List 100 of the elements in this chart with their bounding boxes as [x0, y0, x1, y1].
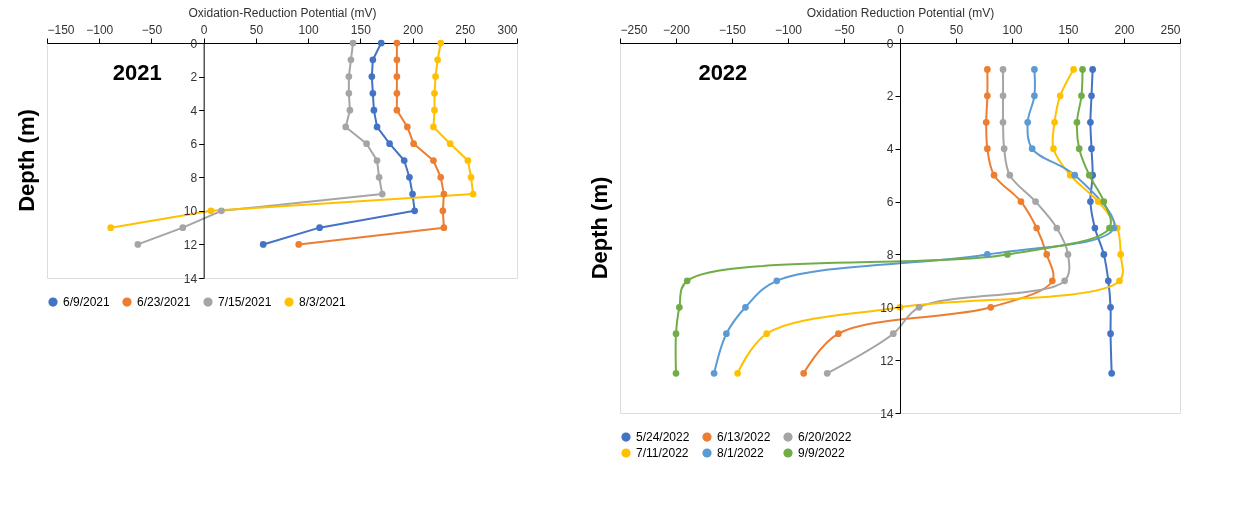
point — [393, 73, 401, 80]
point — [347, 56, 355, 64]
point — [440, 224, 448, 231]
y-axis-title: Depth (m) — [14, 109, 39, 212]
point — [1073, 118, 1081, 126]
point — [393, 39, 401, 47]
point — [1064, 251, 1072, 258]
point — [982, 118, 990, 126]
point — [437, 173, 445, 181]
point — [377, 39, 385, 47]
x-tick-label: 50 — [949, 22, 964, 37]
legend-label: 9/9/2022 — [798, 446, 846, 460]
point — [1107, 303, 1114, 311]
point — [1050, 145, 1057, 153]
x-tick-label: −50 — [834, 22, 855, 37]
legend-label: 7/15/2021 — [218, 295, 272, 310]
point — [410, 140, 417, 148]
x-tick-label: −100 — [774, 22, 803, 37]
legend-label: 8/1/2022 — [717, 446, 765, 460]
point — [1100, 198, 1108, 205]
x-tick-label: 0 — [200, 22, 208, 37]
x-tick-label: 250 — [1160, 22, 1181, 37]
point — [342, 123, 350, 131]
point — [370, 106, 378, 114]
point — [393, 106, 401, 114]
point — [434, 56, 441, 64]
point — [316, 224, 323, 231]
point — [1053, 224, 1061, 232]
point — [984, 145, 991, 153]
point — [446, 140, 454, 148]
legend-label: 5/24/2022 — [636, 430, 690, 445]
y-tick-label: 8 — [190, 170, 198, 185]
x-tick-label: −50 — [141, 22, 163, 37]
point — [823, 370, 831, 377]
point — [295, 241, 303, 248]
legend-label: 6/13/2022 — [717, 430, 771, 445]
point — [683, 277, 691, 285]
point — [1078, 92, 1085, 100]
x-tick-label: 300 — [497, 22, 518, 37]
point — [1091, 224, 1099, 232]
point — [672, 370, 680, 377]
point — [430, 157, 437, 164]
annotation: 2022 — [698, 60, 748, 85]
point — [373, 123, 381, 131]
point — [430, 123, 437, 131]
x-tick-label: −200 — [662, 22, 691, 37]
point — [1017, 198, 1025, 205]
point — [411, 207, 418, 215]
x-tick-label: −150 — [47, 22, 75, 37]
point — [373, 157, 381, 164]
point — [368, 73, 376, 80]
legend-label: 6/9/2021 — [63, 295, 111, 310]
x-tick-label: 100 — [298, 22, 319, 37]
legend-label: 6/20/2022 — [798, 430, 852, 445]
y-tick-label: 12 — [183, 237, 198, 252]
point — [345, 90, 353, 97]
point — [915, 303, 923, 311]
point — [437, 39, 445, 47]
point — [1031, 66, 1038, 73]
point — [1000, 145, 1008, 153]
point — [107, 224, 115, 231]
point — [999, 92, 1007, 100]
point — [984, 251, 991, 258]
point — [987, 303, 995, 311]
x-tick-label: 0 — [897, 22, 905, 37]
point — [1088, 92, 1095, 100]
point — [1088, 145, 1095, 153]
point — [1100, 251, 1108, 258]
point — [400, 157, 408, 164]
point — [431, 106, 438, 114]
y-tick-label: 2 — [886, 89, 894, 104]
point — [218, 207, 225, 215]
point — [1085, 171, 1093, 179]
legend-label: 8/3/2021 — [299, 295, 347, 310]
point — [378, 190, 386, 198]
point — [1004, 251, 1011, 258]
point — [999, 66, 1007, 73]
y-tick-label: 14 — [880, 406, 894, 421]
point — [1061, 277, 1068, 285]
point — [369, 56, 377, 64]
point — [369, 90, 377, 97]
point — [1032, 198, 1039, 205]
point — [990, 171, 998, 179]
point — [469, 190, 477, 198]
x-tick-label: 50 — [249, 22, 264, 37]
point — [345, 73, 353, 80]
point — [1051, 118, 1058, 126]
x-tick-label: 200 — [403, 22, 424, 37]
point — [207, 207, 215, 215]
point — [1087, 118, 1094, 126]
y-tick-label: 2 — [190, 70, 198, 85]
point — [1089, 66, 1096, 73]
y-tick-label: 4 — [886, 142, 894, 157]
point — [259, 241, 267, 248]
y-tick-label: 4 — [190, 103, 198, 118]
x-tick-label: −250 — [620, 22, 648, 37]
point — [1116, 277, 1123, 285]
point — [439, 207, 447, 215]
point — [1033, 224, 1040, 232]
point — [1056, 92, 1064, 100]
